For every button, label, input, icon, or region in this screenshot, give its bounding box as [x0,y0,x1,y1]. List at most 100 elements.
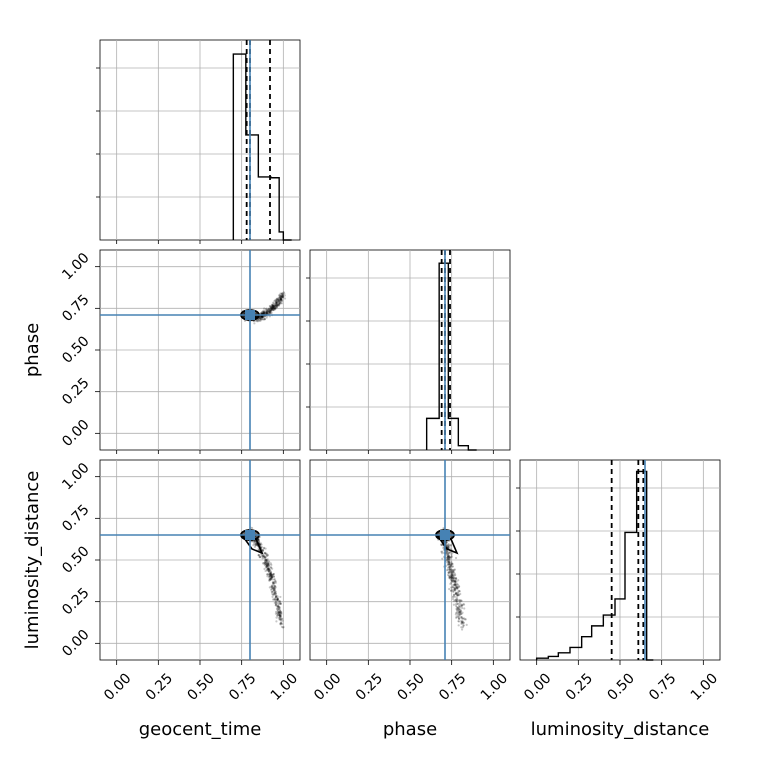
panel-geocent-time-vs-phase [99,249,301,451]
sample-point [451,569,454,572]
sample-point [261,316,264,319]
sample-point [459,608,462,612]
sample-point [264,312,267,315]
grid [96,40,300,240]
sample-point [456,611,459,614]
panel-luminosity-distance-histogram [516,459,721,661]
sample-point [276,614,279,617]
histogram-marks [232,40,292,241]
sample-point [450,576,454,579]
sample-point [271,305,274,308]
sample-point [451,570,454,573]
sample-point [259,556,262,559]
sample-point [254,543,257,546]
sample-point [276,300,280,303]
sample-point [448,566,451,569]
sample-point [449,563,452,566]
sample-point [265,561,268,564]
sample-point [454,599,457,602]
sample-point [268,304,271,308]
sample-point [448,555,451,558]
sample-point [268,312,271,315]
sample-point [451,576,454,579]
sample-point [448,563,451,566]
sample-point [447,565,451,568]
sample-point [262,556,265,559]
sample-point [282,291,285,294]
sample-point [271,304,274,307]
sample-point [265,563,268,566]
sample-point [273,591,276,594]
sample-point [446,555,450,558]
sample-point [261,549,265,552]
x-axis-label-luminosity-distance: luminosity_distance [531,719,710,740]
sample-point [447,563,450,566]
sample-point [267,310,271,313]
sample-point [275,620,278,623]
sample-point [453,577,456,580]
sample-point [451,585,454,589]
sample-point [275,302,278,305]
sample-point [280,296,284,299]
sample-point [458,607,461,610]
sample-point [272,588,276,591]
sample-point [271,306,275,309]
sample-point [266,553,270,557]
sample-point [262,310,266,314]
sample-point [271,598,275,601]
sample-point [260,312,263,315]
sample-point [257,538,260,541]
x-axis-label-phase: phase [383,719,437,740]
sample-point [271,304,274,307]
sample-point [453,588,456,592]
sample-point [458,611,461,614]
sample-point [260,315,264,318]
sample-point [276,604,280,607]
sample-point [273,581,276,584]
sample-point [451,597,455,601]
sample-point [450,561,453,564]
sample-point [456,606,459,609]
y-tick-label: 0.25 [59,375,92,408]
sample-point [283,297,287,300]
sample-point [270,307,273,310]
sample-point [275,300,278,303]
sample-point [273,598,276,601]
sample-point [274,580,277,583]
sample-point [445,561,449,564]
x-tick-label: 0.50 [604,670,637,703]
sample-point [266,560,269,563]
sample-point [280,296,283,299]
sample-point [448,566,451,569]
sample-point [278,303,281,306]
sample-point [440,543,443,546]
sample-point [457,620,461,623]
sample-point [453,579,456,582]
sample-point [277,304,280,307]
sample-point [261,315,264,318]
sample-point [269,562,273,565]
sample-point [261,315,264,318]
sample-point [455,592,458,595]
histogram-step [535,470,654,661]
sample-point [275,602,278,605]
sample-point [280,298,283,301]
sample-point [456,582,459,586]
sample-point [276,612,279,615]
sample-point [456,586,459,589]
sample-point [269,309,272,312]
sample-point [264,556,267,559]
sample-point [461,603,464,607]
sample-point [454,577,457,580]
sample-point [269,578,272,581]
sample-point [450,579,453,582]
sample-point [448,558,451,561]
sample-point [451,573,454,576]
sample-point [272,582,275,586]
sample-point [458,593,461,597]
sample-point [269,574,272,577]
sample-point [265,554,268,558]
sample-point [448,562,451,565]
sample-point [279,622,282,625]
sample-point [277,296,280,299]
